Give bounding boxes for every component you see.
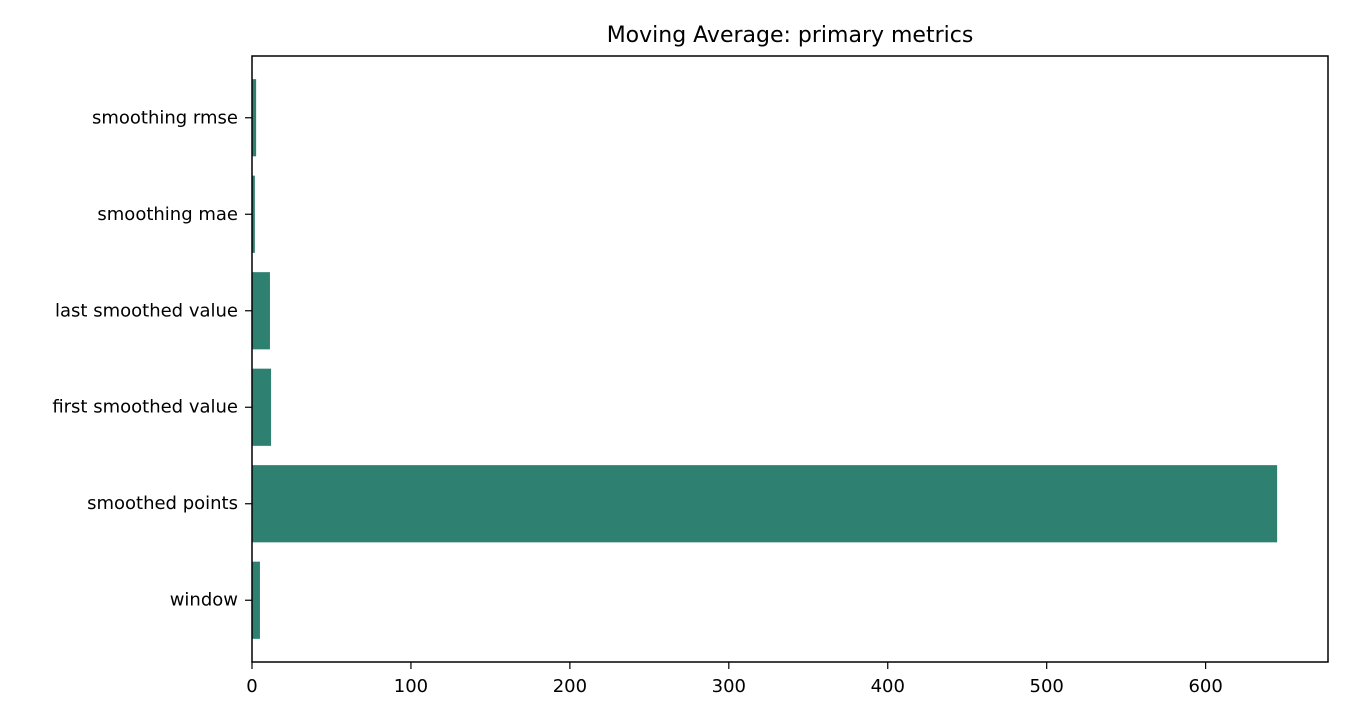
x-tick-label: 100 <box>394 676 428 697</box>
y-tick-label-last-smoothed-value: last smoothed value <box>55 300 238 321</box>
x-tick-label: 300 <box>712 676 746 697</box>
x-tick-label: 500 <box>1030 676 1064 697</box>
x-tick-label: 600 <box>1188 676 1222 697</box>
bar-last-smoothed-value <box>252 272 270 350</box>
x-tick-label: 400 <box>871 676 905 697</box>
bar-smoothed-points <box>252 465 1278 543</box>
x-axis: 0 100 200 300 400 500 600 <box>246 662 1223 697</box>
chart-title: Moving Average: primary metrics <box>607 23 974 48</box>
plot-frame <box>251 55 1329 663</box>
bars-layer <box>252 79 1278 639</box>
bar-first-smoothed-value <box>252 368 272 446</box>
y-tick-label-smoothing-mae: smoothing mae <box>97 204 238 225</box>
bar-window <box>252 561 260 639</box>
bar-smoothing-rmse <box>252 79 257 157</box>
y-tick-label-smoothing-rmse: smoothing rmse <box>92 107 238 128</box>
x-tick-label: 0 <box>246 676 257 697</box>
x-tick-label: 200 <box>553 676 587 697</box>
bar-smoothing-mae <box>252 175 255 253</box>
y-tick-label-window: window <box>170 590 238 611</box>
y-axis: window smoothed points first smoothed valu… <box>52 107 252 611</box>
y-tick-label-first-smoothed-value: first smoothed value <box>52 397 238 418</box>
y-tick-label-smoothed-points: smoothed points <box>87 493 238 514</box>
